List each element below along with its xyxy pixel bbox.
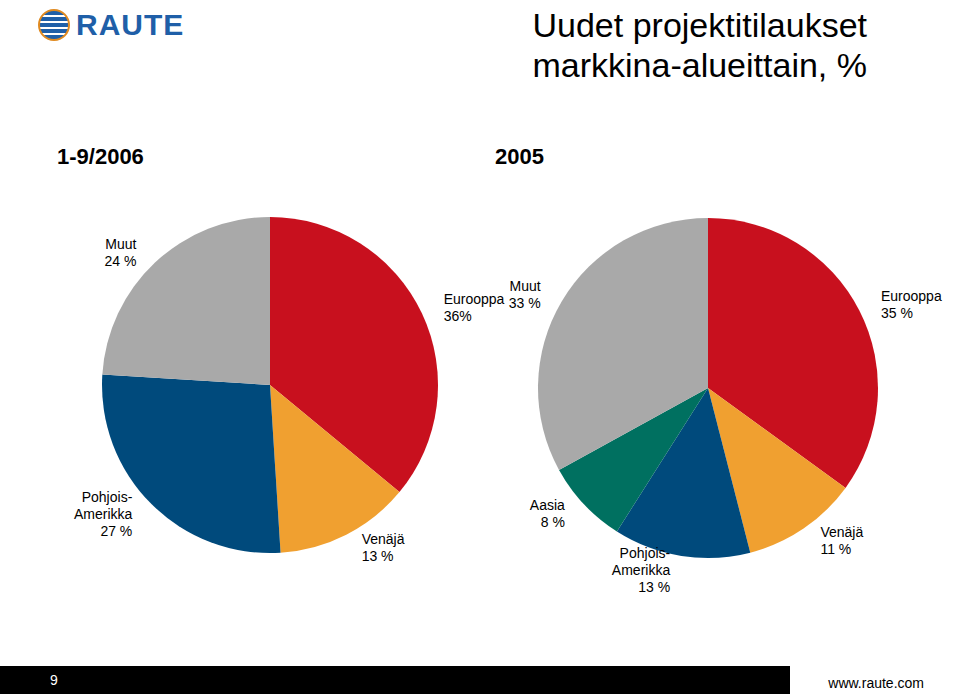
svg-text:markkina-alueittain, %: markkina-alueittain, % <box>532 46 866 84</box>
html-text:9: 9 <box>50 672 58 688</box>
svg-text:Amerikka: Amerikka <box>74 506 133 522</box>
svg-text:33 %: 33 % <box>509 295 541 311</box>
svg-text:Eurooppa: Eurooppa <box>881 288 942 304</box>
svg-text:Pohjois-: Pohjois- <box>82 489 133 505</box>
svg-text:Uudet projektitilaukset: Uudet projektitilaukset <box>532 6 867 44</box>
svg-text:Muut: Muut <box>105 236 136 252</box>
svg-text:Venäjä: Venäjä <box>820 524 863 540</box>
html-text:www.raute.com: www.raute.com <box>828 675 924 691</box>
svg-text:13 %: 13 % <box>638 579 670 595</box>
svg-text:Venäjä: Venäjä <box>362 531 405 547</box>
svg-text:1-9/2006: 1-9/2006 <box>57 144 144 169</box>
svg-text:8 %: 8 % <box>541 514 565 530</box>
svg-text:27 %: 27 % <box>100 523 132 539</box>
svg-text:2005: 2005 <box>495 144 544 169</box>
svg-text:11 %: 11 % <box>820 541 851 557</box>
svg-text:Amerikka: Amerikka <box>612 562 671 578</box>
svg-text:36%: 36% <box>444 308 472 324</box>
svg-text:35 %: 35 % <box>881 305 913 321</box>
html-text:RAUTE: RAUTE <box>76 8 185 41</box>
svg-text:13 %: 13 % <box>362 548 394 564</box>
svg-text:Aasia: Aasia <box>530 497 565 513</box>
svg-text:24 %: 24 % <box>104 253 136 269</box>
svg-text:Eurooppa: Eurooppa <box>444 291 505 307</box>
svg-text:Muut: Muut <box>509 278 540 294</box>
svg-text:Pohjois-: Pohjois- <box>620 545 671 561</box>
